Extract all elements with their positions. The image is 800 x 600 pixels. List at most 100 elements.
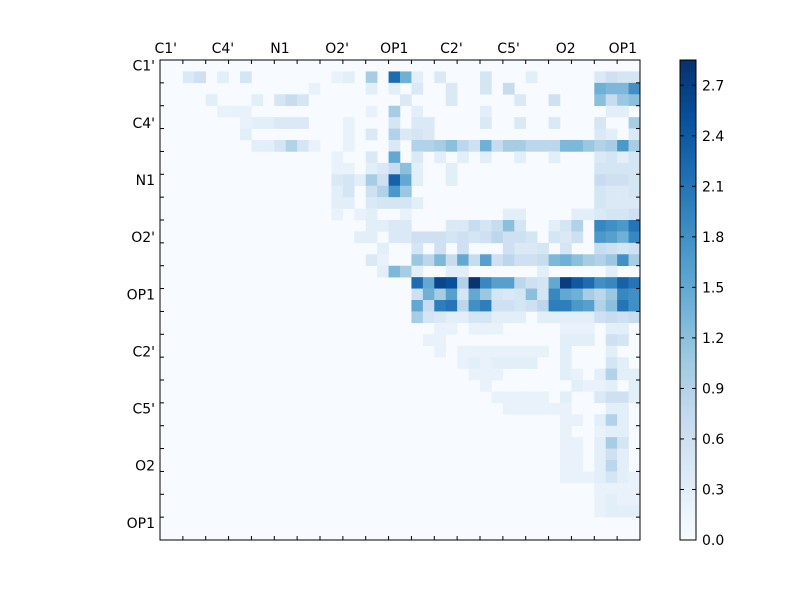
heatmap-cell — [537, 265, 549, 278]
heatmap-cell — [491, 277, 504, 289]
heatmap-cell — [491, 391, 504, 404]
heatmap-cell — [525, 231, 538, 244]
heatmap-cell — [617, 334, 629, 347]
heatmap-cell — [617, 208, 629, 221]
heatmap-cell — [388, 231, 401, 244]
heatmap-cell — [548, 311, 561, 324]
heatmap-cell — [605, 94, 618, 107]
heatmap-cell — [514, 140, 527, 152]
heatmap-cell — [457, 140, 469, 152]
plot-frame — [159, 59, 641, 541]
heatmap-cell — [502, 345, 515, 358]
colorbar-gradient — [680, 60, 696, 540]
heatmap-cell — [468, 254, 481, 267]
heatmap-cell — [617, 94, 629, 107]
heatmap-cell — [514, 208, 527, 221]
heatmap-cell — [514, 94, 527, 107]
heatmap-cell — [411, 231, 424, 244]
heatmap-cell — [205, 94, 218, 107]
heatmap-cell — [480, 105, 492, 118]
heatmap-cell — [502, 277, 515, 289]
heatmap-cell — [491, 345, 504, 358]
heatmap-cell — [628, 231, 641, 244]
heatmap-cell — [400, 94, 412, 107]
heatmap-cell — [377, 197, 389, 209]
y-tick-label: N1 — [136, 173, 155, 189]
heatmap-cell — [411, 105, 424, 118]
heatmap-cell — [617, 402, 629, 415]
heatmap-cell — [594, 174, 607, 187]
heatmap-cell — [411, 140, 424, 152]
heatmap-cell — [434, 242, 447, 255]
heatmap-cell — [525, 71, 538, 84]
heatmap-cell — [445, 231, 458, 244]
heatmap-cell — [514, 254, 527, 267]
heatmap-cell — [605, 242, 618, 255]
heatmap-cell — [617, 368, 629, 381]
heatmap-cell — [388, 117, 401, 129]
heatmap-cell — [365, 82, 378, 95]
heatmap-cell — [422, 128, 435, 141]
heatmap-cell — [605, 322, 618, 335]
heatmap-cell — [457, 300, 469, 312]
y-tick-label: C2' — [132, 344, 155, 360]
heatmap-cell — [468, 140, 481, 152]
heatmap-cell — [491, 220, 504, 232]
heatmap-cell — [400, 162, 412, 175]
heatmap-cell — [617, 197, 629, 209]
heatmap-cell — [480, 71, 492, 84]
heatmap-cell — [388, 128, 401, 141]
heatmap-cell — [285, 117, 298, 129]
heatmap-cell — [594, 254, 607, 267]
heatmap-cell — [594, 71, 607, 84]
heatmap-cell — [480, 151, 492, 164]
x-tick-labels: C1' C4' N1 O2' OP1 C2' C5' O2 OP1 — [154, 41, 637, 57]
heatmap-cell — [594, 185, 607, 198]
heatmap-cell — [308, 82, 321, 95]
heatmap-cell — [297, 117, 309, 129]
heatmap-cell — [342, 140, 355, 152]
heatmap-cell — [605, 288, 618, 301]
heatmap-cell — [617, 482, 629, 495]
heatmap-cell — [605, 208, 618, 221]
heatmap-cell — [491, 254, 504, 267]
heatmap-cell — [445, 140, 458, 152]
heatmap-cell — [468, 231, 481, 244]
heatmap-cell — [434, 345, 447, 358]
heatmap-cell — [560, 402, 572, 415]
heatmap-cell — [628, 311, 641, 324]
heatmap-cell — [365, 185, 378, 198]
heatmap-cell — [537, 254, 549, 267]
heatmap-cell — [445, 311, 458, 324]
x-tick-label: C4' — [212, 41, 235, 57]
heatmap-cell — [240, 105, 252, 118]
heatmap-cell — [457, 220, 469, 232]
heatmap-cell — [594, 391, 607, 404]
heatmap-cell — [514, 117, 527, 129]
heatmap-cell — [457, 265, 469, 278]
heatmap-cell — [571, 368, 584, 381]
colorbar-tick-label: 0.3 — [702, 482, 724, 498]
heatmap-cell — [605, 220, 618, 232]
heatmap-cell — [560, 357, 572, 369]
heatmap-cell — [594, 460, 607, 472]
heatmap-cell — [502, 242, 515, 255]
heatmap-cell — [491, 231, 504, 244]
heatmap-cell — [525, 300, 538, 312]
heatmap-cell — [571, 380, 584, 392]
heatmap-cell — [514, 300, 527, 312]
heatmap-cell — [582, 140, 595, 152]
heatmap-cell — [571, 220, 584, 232]
heatmap-cell — [537, 277, 549, 289]
heatmap-cell — [468, 345, 481, 358]
heatmap-cell — [354, 208, 367, 221]
heatmap-cell — [514, 231, 527, 244]
heatmap-cell — [468, 288, 481, 301]
heatmap-cell — [582, 254, 595, 267]
colorbar-tick-label: 2.4 — [702, 129, 724, 145]
heatmap-cell — [480, 368, 492, 381]
heatmap-cell — [560, 345, 572, 358]
heatmap-cell — [411, 197, 424, 209]
heatmap-cell — [331, 174, 344, 187]
heatmap-cell — [502, 82, 515, 95]
